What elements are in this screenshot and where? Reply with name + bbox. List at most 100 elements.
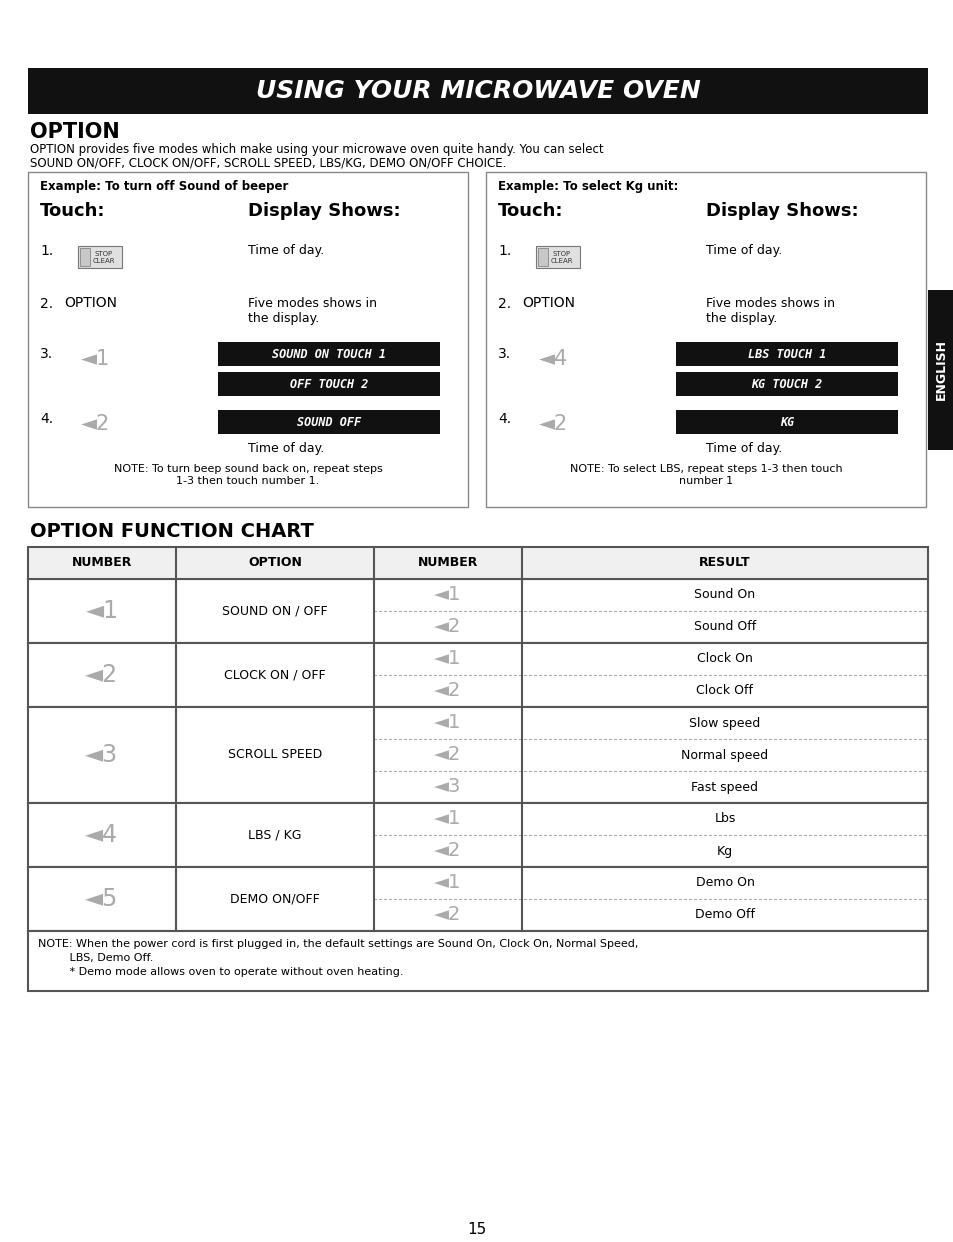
Bar	[676, 342, 897, 366]
Text: SOUND ON TOUCH 1: SOUND ON TOUCH 1	[272, 348, 386, 360]
Text: OFF TOUCH 2: OFF TOUCH 2	[290, 378, 368, 390]
Text: * Demo mode allows oven to operate without oven heating.: * Demo mode allows oven to operate witho…	[38, 968, 403, 977]
Text: OPTION: OPTION	[521, 296, 575, 310]
Text: ◄2: ◄2	[86, 663, 118, 687]
Text: Sound Off: Sound Off	[693, 621, 756, 633]
Bar	[218, 373, 439, 396]
Bar	[28, 68, 927, 114]
Text: SOUND ON / OFF: SOUND ON / OFF	[222, 605, 328, 617]
Text: Clock Off: Clock Off	[696, 684, 753, 698]
Text: ◄1: ◄1	[434, 873, 461, 893]
Bar	[28, 546, 927, 579]
Text: CLOCK ON / OFF: CLOCK ON / OFF	[224, 668, 326, 682]
Text: Time of day.: Time of day.	[248, 243, 324, 257]
Bar	[485, 171, 925, 507]
Bar	[927, 289, 953, 450]
Text: Demo Off: Demo Off	[695, 908, 754, 922]
Text: Time of day.: Time of day.	[248, 442, 324, 455]
Bar	[218, 410, 439, 433]
Text: KG TOUCH 2: KG TOUCH 2	[751, 378, 821, 390]
Bar	[536, 246, 579, 268]
Text: Normal speed: Normal speed	[680, 749, 768, 761]
Text: OPTION: OPTION	[64, 296, 117, 310]
Bar	[537, 248, 547, 266]
Text: CLEAR: CLEAR	[550, 258, 573, 265]
Text: 15: 15	[467, 1222, 486, 1237]
Text: NUMBER: NUMBER	[417, 556, 477, 570]
Text: SOUND ON/OFF, CLOCK ON/OFF, SCROLL SPEED, LBS/KG, DEMO ON/OFF CHOICE.: SOUND ON/OFF, CLOCK ON/OFF, SCROLL SPEED…	[30, 156, 506, 170]
Text: STOP: STOP	[553, 251, 571, 257]
Text: ◄5: ◄5	[85, 887, 118, 910]
Text: ◄3: ◄3	[434, 777, 461, 796]
Text: Touch:: Touch:	[497, 202, 563, 220]
Text: ◄2: ◄2	[434, 682, 461, 700]
Text: OPTION provides five modes which make using your microwave oven quite handy. You: OPTION provides five modes which make us…	[30, 143, 603, 156]
Text: 1.: 1.	[40, 243, 53, 258]
Text: ◄2: ◄2	[434, 905, 461, 924]
Text: DEMO ON/OFF: DEMO ON/OFF	[230, 893, 319, 905]
Text: Kg: Kg	[717, 845, 732, 857]
Text: 2.: 2.	[40, 297, 53, 310]
Bar	[28, 643, 927, 707]
Bar	[28, 804, 927, 867]
Text: NUMBER: NUMBER	[71, 556, 132, 570]
Text: ◄1: ◄1	[81, 349, 111, 369]
Text: KG: KG	[779, 416, 793, 428]
Text: 2.: 2.	[497, 297, 511, 310]
Bar	[80, 248, 90, 266]
Text: NOTE: To select LBS, repeat steps 1-3 then touch
number 1: NOTE: To select LBS, repeat steps 1-3 th…	[569, 465, 841, 486]
Text: Fast speed: Fast speed	[691, 780, 758, 794]
Text: ◄4: ◄4	[538, 349, 568, 369]
Text: ◄3: ◄3	[86, 743, 118, 768]
Text: Example: To select Kg unit:: Example: To select Kg unit:	[497, 180, 678, 193]
Text: ◄1: ◄1	[86, 599, 118, 623]
Bar	[676, 373, 897, 396]
Text: Clock On: Clock On	[697, 652, 752, 666]
Text: CLEAR: CLEAR	[92, 258, 115, 265]
Text: Display Shows:: Display Shows:	[248, 202, 400, 220]
Text: ◄1: ◄1	[434, 810, 461, 828]
Text: ENGLISH: ENGLISH	[934, 339, 946, 400]
Text: OPTION: OPTION	[248, 556, 301, 570]
Text: Example: To turn off Sound of beeper: Example: To turn off Sound of beeper	[40, 180, 288, 193]
Bar	[78, 246, 122, 268]
Text: USING YOUR MICROWAVE OVEN: USING YOUR MICROWAVE OVEN	[255, 79, 700, 103]
Bar	[28, 171, 468, 507]
Text: Lbs: Lbs	[714, 812, 735, 826]
Text: the display.: the display.	[705, 312, 777, 325]
Text: the display.: the display.	[248, 312, 319, 325]
Text: Time of day.: Time of day.	[705, 442, 781, 455]
Bar	[28, 579, 927, 643]
Text: ◄4: ◄4	[86, 823, 118, 847]
Text: Five modes shows in: Five modes shows in	[248, 297, 376, 310]
Text: RESULT: RESULT	[699, 556, 750, 570]
Text: ◄2: ◄2	[434, 745, 461, 765]
Bar	[28, 932, 927, 991]
Text: NOTE: To turn beep sound back on, repeat steps
1-3 then touch number 1.: NOTE: To turn beep sound back on, repeat…	[113, 465, 382, 486]
Text: SCROLL SPEED: SCROLL SPEED	[228, 749, 322, 761]
Text: SOUND OFF: SOUND OFF	[296, 416, 360, 428]
Text: LBS TOUCH 1: LBS TOUCH 1	[747, 348, 825, 360]
Text: OPTION FUNCTION CHART: OPTION FUNCTION CHART	[30, 522, 314, 542]
Bar	[218, 342, 439, 366]
Text: Sound On: Sound On	[694, 589, 755, 601]
Text: Demo On: Demo On	[695, 877, 754, 889]
Text: LBS, Demo Off.: LBS, Demo Off.	[38, 953, 153, 963]
Text: Display Shows:: Display Shows:	[705, 202, 858, 220]
Text: Time of day.: Time of day.	[705, 243, 781, 257]
Text: ◄2: ◄2	[434, 617, 461, 636]
Text: STOP: STOP	[95, 251, 113, 257]
Text: ◄1: ◄1	[434, 650, 461, 668]
Text: Slow speed: Slow speed	[689, 717, 760, 729]
Text: Touch:: Touch:	[40, 202, 106, 220]
Text: OPTION: OPTION	[30, 122, 120, 142]
Text: Five modes shows in: Five modes shows in	[705, 297, 834, 310]
Text: 4.: 4.	[40, 412, 53, 426]
Bar	[28, 867, 927, 932]
Text: 1.: 1.	[497, 243, 511, 258]
Text: 3.: 3.	[497, 347, 511, 361]
Text: NOTE: When the power cord is first plugged in, the default settings are Sound On: NOTE: When the power cord is first plugg…	[38, 939, 638, 949]
Text: 4.: 4.	[497, 412, 511, 426]
Text: ◄2: ◄2	[81, 414, 111, 433]
Bar	[676, 410, 897, 433]
